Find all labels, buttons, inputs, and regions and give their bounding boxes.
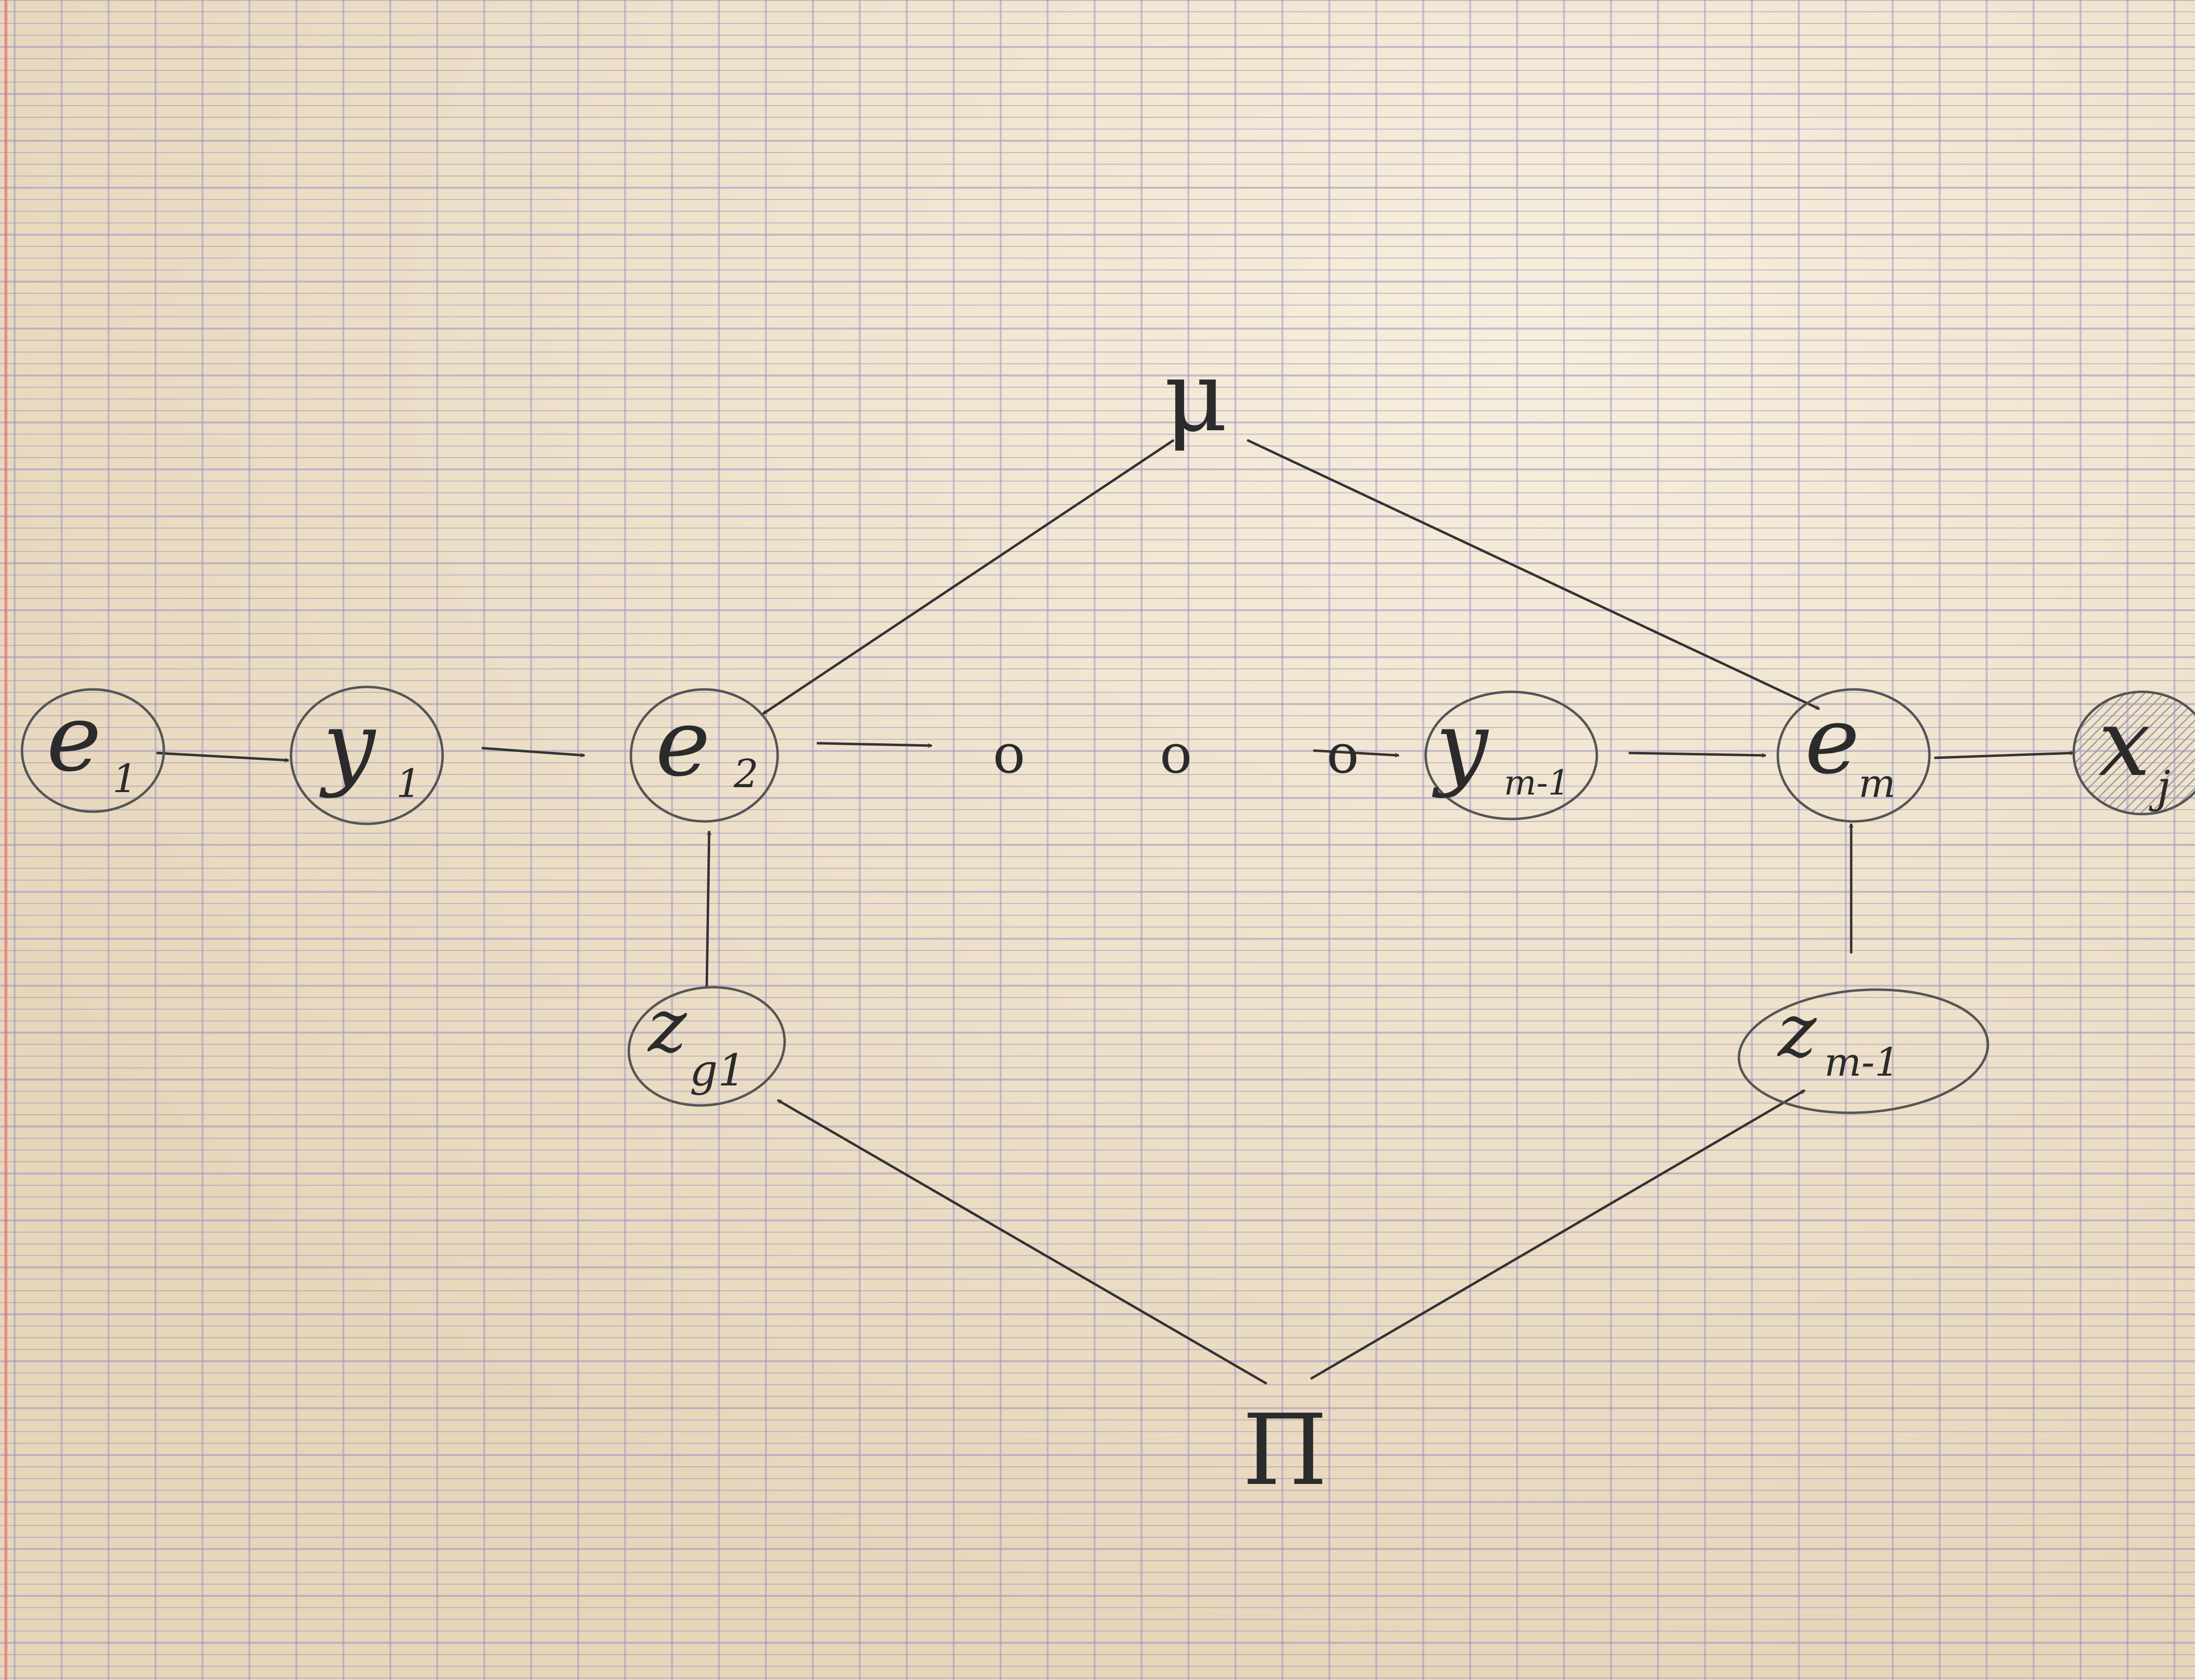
edge-ym1-em	[1628, 752, 1766, 755]
node-xj: x j	[2072, 689, 2195, 816]
node-e2: e 2	[629, 688, 779, 823]
node-e1-label: e	[46, 684, 101, 792]
node-xj-label: x	[2098, 689, 2150, 797]
node-em: e m	[1776, 686, 1931, 823]
edge-y1-e2	[481, 747, 584, 755]
node-zm1-label: z	[1777, 989, 1817, 1074]
node-em-label: e	[1805, 686, 1859, 795]
edge-e2-dots	[816, 742, 932, 746]
edges	[156, 439, 2074, 1385]
edge-e1-y1	[156, 752, 289, 760]
edge-mu-em	[1246, 439, 1819, 710]
node-y1-sub: 1	[396, 761, 421, 806]
edge-zg1-e2	[705, 831, 709, 988]
node-e2-label: e	[655, 689, 710, 797]
node-y1: y 1	[290, 685, 444, 825]
param-mu: μ	[1164, 340, 1228, 454]
node-zg1-label: z	[647, 984, 687, 1069]
node-ym1-sub: m-1	[1504, 763, 1570, 803]
node-zm1-sub: m-1	[1824, 1039, 1900, 1085]
node-y1-label: y	[319, 691, 377, 799]
observed-node-shading	[2072, 690, 2195, 816]
node-ym1-label: y	[1432, 691, 1489, 799]
param-pi: Π	[1242, 1393, 1327, 1507]
node-em-sub: m	[1859, 761, 1896, 806]
node-e1-sub: 1	[112, 756, 137, 801]
edge-mu-e2	[763, 439, 1175, 715]
ellipsis-dots: o o o	[993, 723, 1418, 785]
edge-pi-zm1	[1310, 1089, 1805, 1380]
node-zg1-sub: g1	[690, 1045, 746, 1096]
edge-em-xj	[1934, 753, 2074, 759]
node-e2-sub: 2	[733, 751, 759, 796]
edge-pi-zg1	[778, 1099, 1268, 1385]
node-zm1: z m-1	[1737, 988, 1990, 1114]
edge-dots-ym1	[1313, 749, 1399, 755]
node-e1: e 1	[21, 684, 165, 813]
node-zg1: z g1	[627, 984, 786, 1107]
node-ym1: y m-1	[1424, 690, 1598, 820]
